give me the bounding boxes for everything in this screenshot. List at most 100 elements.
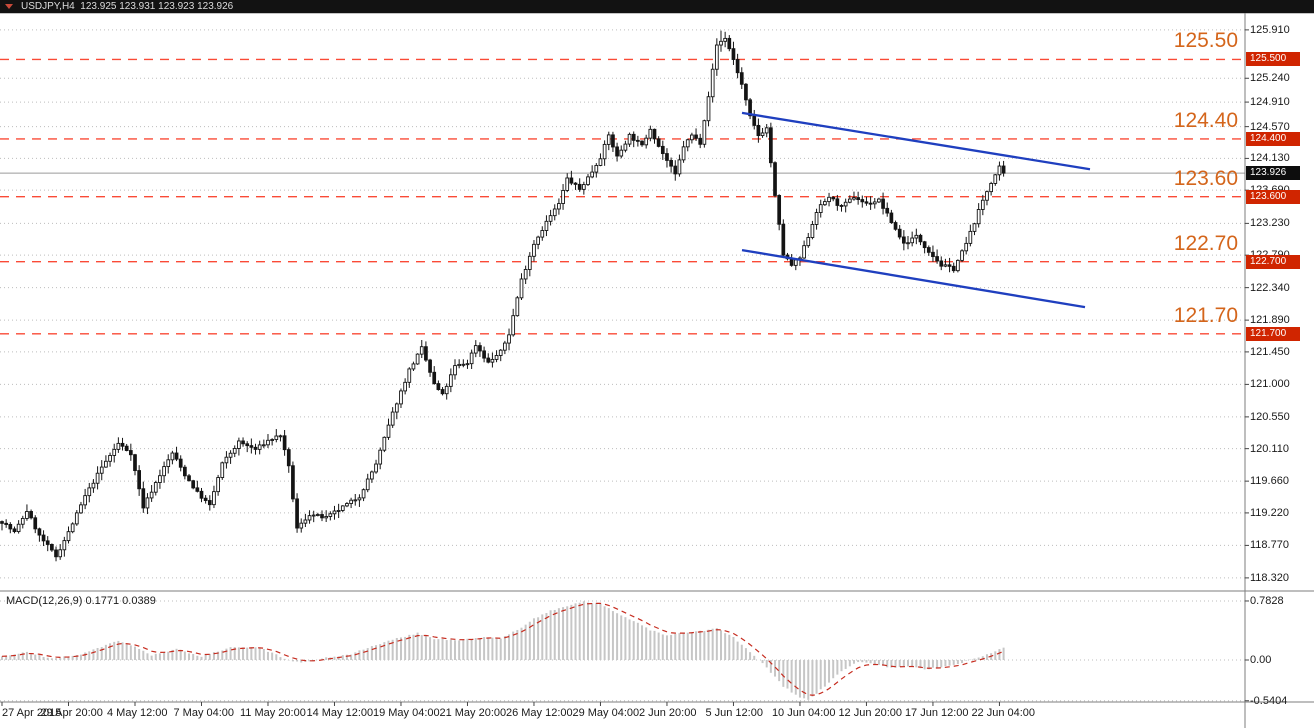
candle-body	[108, 455, 112, 462]
candle-body	[677, 159, 682, 175]
candle-body	[345, 503, 349, 507]
candle-body	[120, 442, 125, 447]
price-tick-label: 118.320	[1250, 571, 1289, 584]
candle-body	[681, 146, 686, 161]
candle-body	[158, 475, 162, 483]
candle-body	[482, 350, 486, 359]
symbol-dropdown-icon[interactable]	[5, 4, 13, 9]
candle-body	[79, 504, 83, 514]
candle-body	[964, 242, 969, 252]
time-axis-label: 29 May 04:00	[572, 707, 640, 719]
time-axis-label: 29 Apr 20:00	[40, 707, 103, 719]
candle-body	[320, 514, 324, 519]
candle-body	[340, 505, 345, 511]
price-tick-label: 124.570	[1250, 120, 1290, 133]
candle-body	[710, 68, 715, 98]
price-tick-label: 119.220	[1250, 506, 1289, 519]
candle-body	[25, 511, 29, 519]
symbol-label: USDJPY,H4	[21, 1, 75, 12]
candle-body	[993, 174, 998, 184]
candle-body	[561, 190, 565, 204]
candle-body	[868, 202, 873, 205]
time-axis-label: 12 Jun 20:00	[838, 707, 903, 719]
candle-body	[702, 120, 707, 145]
candle-body	[29, 511, 33, 519]
candle-body	[303, 519, 308, 524]
candle-body	[926, 247, 931, 253]
candle-body	[818, 204, 823, 213]
candle-body	[486, 357, 491, 363]
candle-body	[781, 223, 786, 256]
candle-body	[1001, 165, 1006, 174]
ohlc-readout: 123.925 123.931 123.923 123.926	[80, 1, 234, 12]
level-big-label: 122.70	[1173, 231, 1238, 255]
candle-body	[386, 424, 391, 438]
candle-body	[349, 499, 353, 504]
candle-body	[494, 355, 499, 360]
candle-body	[178, 458, 183, 468]
candle-body	[16, 523, 21, 533]
candle-body	[922, 241, 927, 249]
price-tick-label: 121.890	[1250, 314, 1290, 327]
level-price-tag: 122.700	[1246, 254, 1300, 269]
candle-body	[598, 158, 603, 166]
level-big-label: 124.40	[1173, 108, 1238, 132]
candle-body	[519, 278, 524, 299]
candle-body	[453, 365, 457, 376]
candle-body	[104, 460, 108, 468]
candle-body	[245, 443, 250, 447]
candle-body	[914, 234, 919, 239]
time-axis-label: 5 Jun 12:00	[705, 707, 763, 719]
candle-body	[565, 177, 570, 191]
candle-body	[735, 59, 740, 74]
price-tick-label: 123.230	[1250, 217, 1290, 230]
candle-body	[149, 491, 154, 499]
candle-body	[902, 236, 906, 244]
candle-body	[652, 128, 657, 140]
candle-body	[187, 475, 191, 482]
candle-body	[577, 183, 582, 190]
candle-body	[399, 390, 403, 405]
candle-body	[569, 177, 574, 184]
candle-body	[744, 83, 748, 101]
candle-body	[270, 439, 274, 441]
candle-body	[515, 297, 520, 317]
candle-body	[407, 368, 412, 383]
candle-body	[37, 528, 42, 536]
candle-body	[87, 487, 92, 497]
chart-titlebar: USDJPY,H4 123.925 123.931 123.923 123.92…	[0, 0, 1314, 13]
candle-body	[357, 497, 362, 501]
candle-body	[847, 198, 852, 203]
level-price-tag: 121.700	[1246, 326, 1300, 341]
candle-body	[548, 215, 553, 222]
candle-body	[237, 440, 241, 449]
candle-body	[636, 139, 640, 142]
trendline	[741, 248, 1086, 309]
candle-body	[698, 137, 703, 145]
candle-body	[581, 184, 586, 190]
price-tick-label: 125.240	[1250, 72, 1290, 85]
candle-body	[228, 452, 233, 458]
candle-body	[457, 363, 462, 367]
candle-body	[432, 371, 437, 385]
candle-body	[793, 259, 798, 266]
candle-body	[540, 230, 545, 238]
candle-body	[99, 466, 104, 474]
candle-body	[523, 268, 528, 280]
candle-body	[881, 198, 885, 209]
candle-body	[394, 403, 399, 413]
candle-body	[532, 243, 536, 257]
candle-body	[623, 143, 628, 151]
candle-body	[843, 201, 848, 207]
candle-body	[203, 497, 208, 501]
candle-body	[714, 44, 719, 70]
candle-body	[116, 442, 121, 450]
candle-body	[739, 72, 744, 85]
candle-body	[332, 510, 337, 515]
candle-body	[827, 196, 831, 203]
candle-body	[656, 138, 661, 147]
candle-body	[631, 133, 636, 141]
macd-indicator-label: MACD(12,26,9) 0.1771 0.0389	[6, 595, 156, 607]
